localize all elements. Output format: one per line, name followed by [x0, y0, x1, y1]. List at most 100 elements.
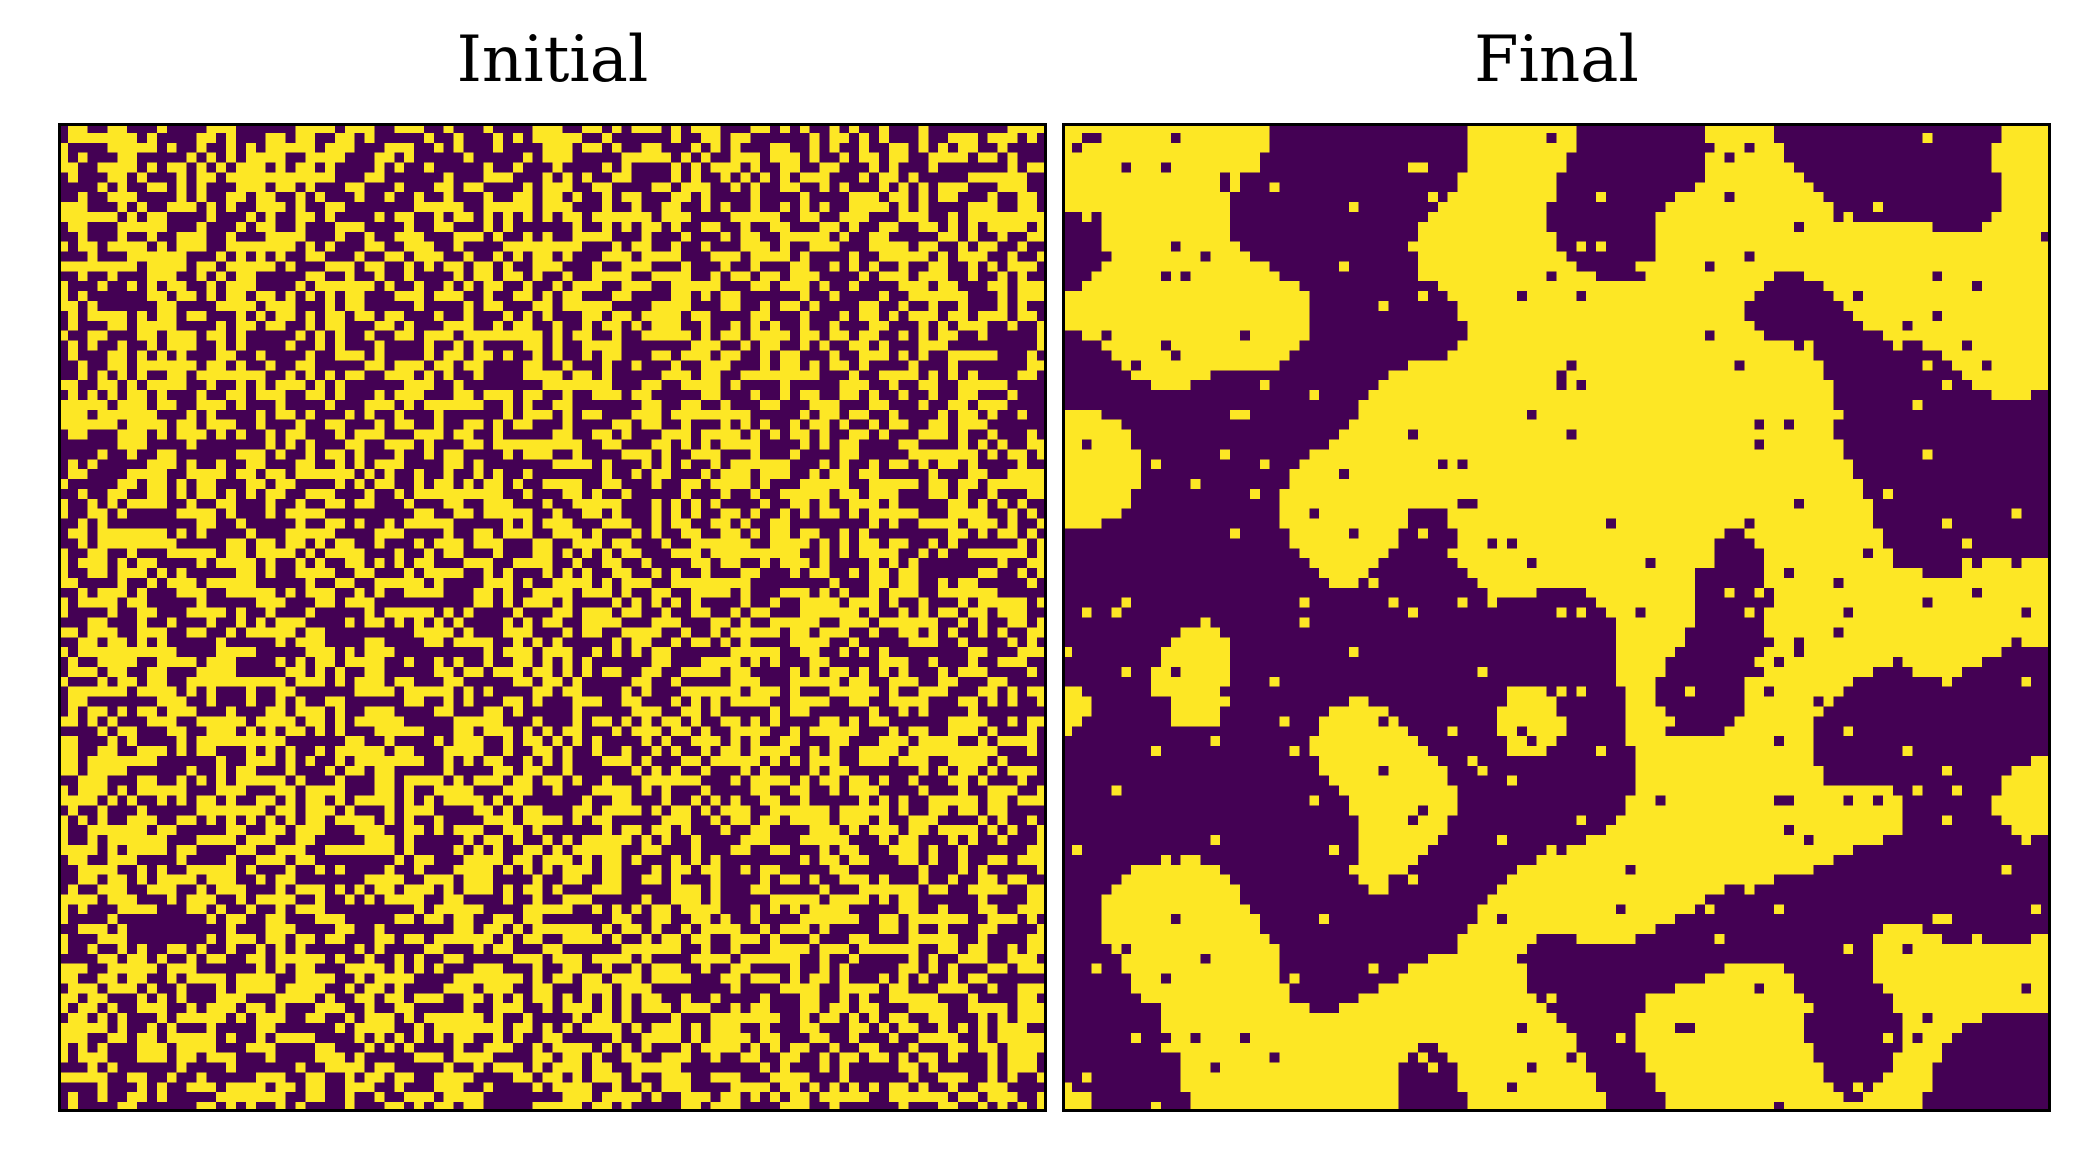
final-heatmap-cell-run — [1151, 686, 1221, 697]
final-heatmap-cell-run — [1635, 755, 1814, 766]
initial-heatmap-cell-run — [147, 340, 157, 351]
initial-heatmap-cell-run — [275, 399, 286, 410]
initial-heatmap-cell-run — [166, 894, 177, 905]
initial-heatmap-cell-run — [87, 568, 108, 578]
initial-heatmap-cell-run — [443, 350, 464, 361]
initial-heatmap-cell-run — [453, 775, 464, 786]
final-heatmap-cell-run — [1843, 212, 1854, 222]
initial-heatmap-cell-run — [572, 538, 602, 549]
initial-heatmap-cell-run — [58, 1072, 108, 1083]
final-heatmap-cell-run — [1516, 1082, 1597, 1093]
initial-heatmap-cell-run — [671, 568, 682, 578]
initial-heatmap-cell-run — [987, 1052, 998, 1063]
final-heatmap-cell-run — [1338, 261, 1349, 272]
initial-heatmap-cell-run — [127, 844, 167, 855]
initial-heatmap-cell-run — [503, 736, 513, 747]
final-heatmap-cell-run — [1190, 271, 1280, 282]
initial-heatmap-cell-run — [562, 726, 583, 737]
initial-heatmap-cell-run — [384, 993, 405, 1004]
initial-heatmap-cell-run — [87, 251, 98, 262]
initial-heatmap-cell-run — [898, 854, 919, 865]
initial-heatmap-cell-run — [631, 597, 642, 608]
initial-heatmap-cell-run — [493, 429, 504, 440]
initial-heatmap-cell-run — [443, 696, 454, 707]
initial-heatmap-cell-run — [147, 162, 157, 173]
initial-heatmap-cell-run — [532, 587, 573, 598]
final-heatmap-cell-run — [1062, 132, 1082, 143]
final-heatmap-cell-run — [1566, 370, 1824, 381]
initial-heatmap-cell-run — [710, 874, 721, 885]
initial-heatmap-cell-run — [740, 340, 751, 351]
initial-heatmap-cell-run — [443, 1062, 454, 1073]
initial-heatmap-cell-run — [166, 1022, 177, 1033]
initial-heatmap-cell-run — [364, 399, 395, 410]
initial-heatmap-cell-run — [532, 1082, 543, 1093]
initial-heatmap-cell-run — [107, 172, 128, 183]
initial-heatmap-cell-run — [839, 152, 850, 163]
initial-heatmap-cell-run — [878, 815, 889, 826]
initial-heatmap-cell-run — [819, 459, 830, 470]
initial-heatmap-cell-run — [325, 498, 345, 509]
initial-heatmap-cell-run — [344, 439, 365, 450]
initial-heatmap-cell-run — [918, 459, 929, 470]
initial-heatmap-cell-run — [661, 212, 691, 222]
initial-heatmap-cell-run — [107, 716, 118, 727]
initial-heatmap-cell-run — [730, 1003, 741, 1014]
initial-heatmap-cell-run — [1017, 854, 1047, 865]
initial-heatmap-cell-run — [542, 657, 553, 667]
initial-heatmap-cell-run — [888, 983, 909, 994]
initial-heatmap-cell-run — [463, 558, 494, 569]
initial-heatmap-cell-run — [839, 419, 850, 430]
initial-heatmap-cell-run — [295, 943, 306, 954]
initial-heatmap-cell-run — [819, 943, 850, 954]
initial-heatmap-cell-run — [542, 864, 553, 875]
initial-heatmap-cell-run — [700, 152, 711, 163]
initial-heatmap-cell-run — [908, 310, 939, 321]
initial-heatmap-cell-run — [720, 716, 741, 727]
initial-heatmap-cell-run — [651, 587, 672, 598]
initial-heatmap-cell-run — [611, 508, 622, 519]
initial-heatmap-cell-run — [226, 508, 237, 519]
initial-heatmap-cell-run — [423, 795, 434, 806]
initial-heatmap-cell-run — [87, 765, 128, 776]
initial-heatmap-cell-run — [156, 1082, 167, 1093]
initial-heatmap-cell-run — [542, 310, 553, 321]
initial-heatmap-cell-run — [799, 597, 840, 608]
final-heatmap-cell-run — [1902, 746, 1913, 756]
initial-heatmap-cell-run — [987, 449, 998, 460]
final-heatmap-cell-run — [1062, 469, 1142, 480]
initial-heatmap-cell-run — [275, 657, 286, 667]
initial-heatmap-cell-run — [868, 320, 889, 331]
initial-heatmap-cell-run — [809, 904, 850, 915]
initial-heatmap-cell-run — [1017, 538, 1028, 549]
final-heatmap-cell-run — [1101, 212, 1231, 222]
final-heatmap-cell-run — [1418, 221, 1547, 232]
final-heatmap-cell-run — [1586, 587, 1695, 598]
initial-heatmap-cell-run — [493, 844, 504, 855]
initial-heatmap-cell-run — [601, 251, 632, 262]
initial-heatmap-cell-run — [186, 676, 286, 687]
initial-heatmap-cell-run — [700, 241, 711, 252]
initial-heatmap-cell-run — [601, 370, 612, 381]
initial-heatmap-cell-run — [483, 162, 494, 173]
initial-heatmap-cell-run — [700, 320, 711, 331]
initial-heatmap-cell-run — [1027, 815, 1038, 826]
initial-heatmap-cell-run — [344, 1092, 355, 1103]
final-heatmap-cell-run — [1447, 1052, 1567, 1063]
final-heatmap-cell-run — [1487, 597, 1498, 608]
initial-heatmap-cell-run — [255, 617, 266, 628]
initial-heatmap-cell-run — [58, 676, 68, 687]
initial-heatmap-cell-run — [97, 746, 118, 756]
final-heatmap-cell-run — [1586, 380, 1834, 391]
initial-heatmap-cell-run — [878, 973, 889, 984]
initial-heatmap-cell-run — [414, 301, 424, 311]
final-heatmap-cell-run — [1803, 340, 1814, 351]
initial-heatmap-cell-run — [216, 983, 227, 994]
initial-heatmap-cell-run — [552, 607, 573, 618]
initial-heatmap-cell-run — [147, 479, 167, 489]
final-heatmap-cell-run — [1615, 1032, 1626, 1043]
initial-heatmap-cell-run — [611, 419, 632, 430]
initial-heatmap-cell-run — [265, 320, 286, 331]
initial-heatmap-cell-run — [829, 1102, 840, 1112]
initial-heatmap-cell-run — [433, 1022, 504, 1033]
